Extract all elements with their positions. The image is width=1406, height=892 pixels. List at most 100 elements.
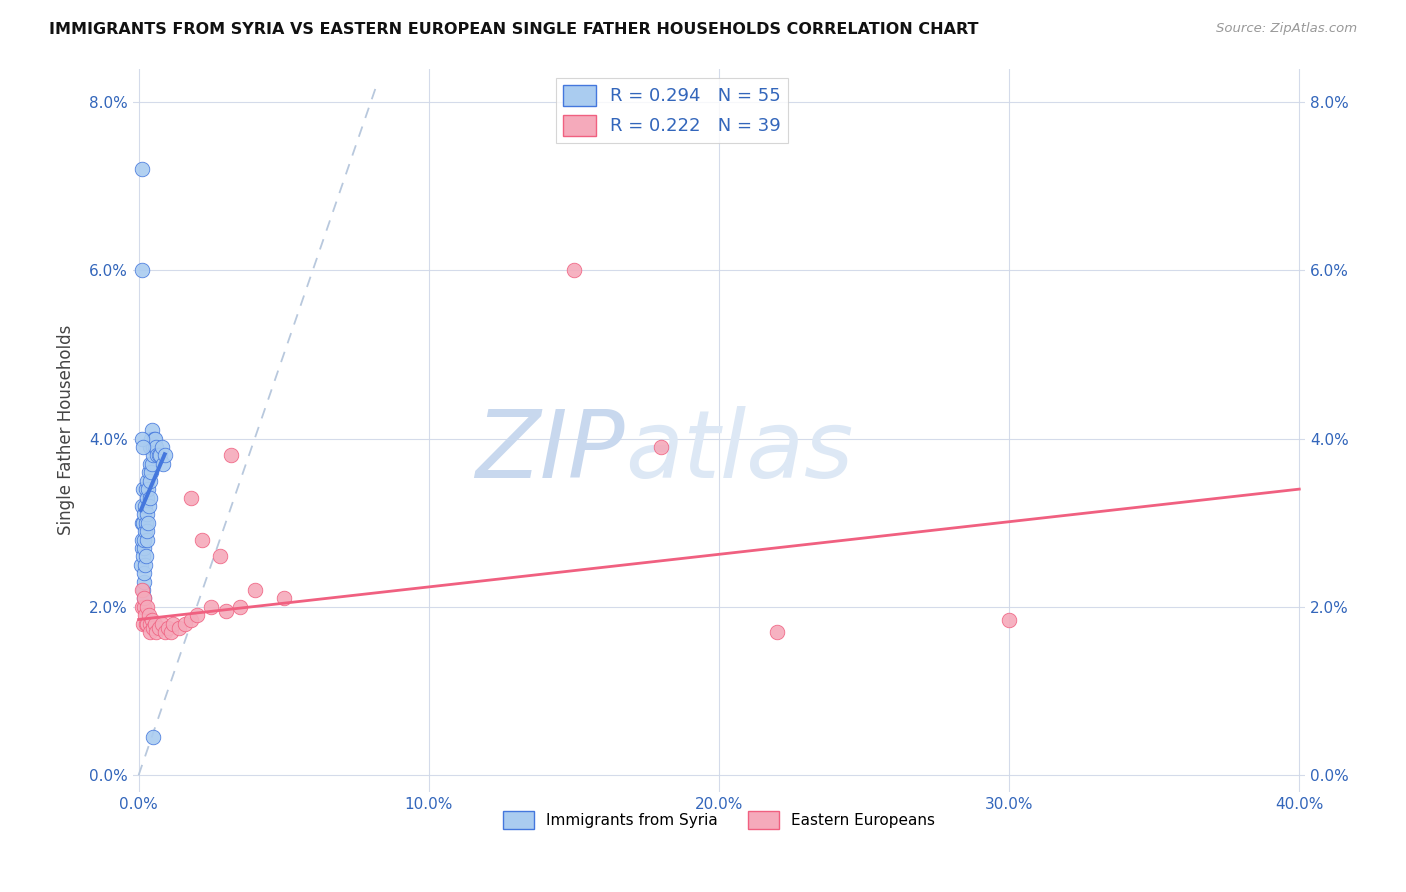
Point (131, 162, 153, 177)
Point (143, 440, 166, 454)
Point (180, 613, 202, 627)
Point (138, 499, 160, 513)
Point (131, 533, 153, 547)
Point (135, 533, 157, 547)
Point (186, 608, 208, 623)
Point (139, 440, 162, 454)
Point (167, 621, 190, 635)
Point (229, 599, 252, 614)
Point (141, 423, 163, 437)
Point (150, 616, 173, 631)
Point (136, 516, 159, 530)
Point (134, 524, 156, 538)
Point (135, 599, 157, 614)
Point (562, 263, 585, 277)
Point (132, 583, 155, 598)
Point (132, 482, 155, 496)
Point (131, 516, 153, 530)
Point (143, 616, 166, 631)
Point (134, 508, 156, 522)
Point (141, 613, 163, 627)
Point (132, 599, 155, 614)
Point (149, 449, 172, 463)
Point (131, 432, 153, 446)
Point (766, 625, 789, 640)
Point (145, 440, 167, 454)
Point (191, 533, 214, 547)
Point (142, 621, 165, 635)
Point (153, 449, 176, 463)
Y-axis label: Single Father Households: Single Father Households (58, 325, 75, 535)
Legend: Immigrants from Syria, Eastern Europeans: Immigrants from Syria, Eastern Europeans (496, 805, 941, 835)
Point (180, 491, 202, 505)
Point (142, 432, 165, 446)
Text: Source: ZipAtlas.com: Source: ZipAtlas.com (1216, 22, 1357, 36)
Point (132, 616, 155, 631)
Point (139, 432, 162, 446)
Point (138, 616, 160, 631)
Point (162, 616, 184, 631)
Point (139, 465, 162, 479)
Point (138, 491, 160, 505)
Text: IMMIGRANTS FROM SYRIA VS EASTERN EUROPEAN SINGLE FATHER HOUSEHOLDS CORRELATION C: IMMIGRANTS FROM SYRIA VS EASTERN EUROPEA… (49, 22, 979, 37)
Point (136, 482, 159, 496)
Point (134, 608, 156, 623)
Point (174, 616, 197, 631)
Point (243, 583, 266, 598)
Point (138, 457, 160, 471)
Point (131, 541, 153, 555)
Point (156, 621, 179, 635)
Point (142, 731, 165, 745)
Point (998, 613, 1021, 627)
Point (136, 524, 159, 538)
Point (221, 449, 243, 463)
Point (141, 457, 163, 471)
Point (135, 508, 157, 522)
Point (273, 591, 295, 606)
Point (132, 516, 155, 530)
Point (146, 449, 169, 463)
Point (152, 457, 174, 471)
Point (134, 591, 156, 606)
Point (135, 616, 157, 631)
Point (135, 549, 157, 564)
Point (132, 541, 155, 555)
Point (131, 499, 153, 513)
Point (214, 604, 236, 618)
Point (141, 440, 163, 454)
Point (135, 482, 157, 496)
Point (134, 499, 156, 513)
Point (153, 625, 176, 640)
Point (159, 625, 181, 640)
Point (138, 465, 160, 479)
Point (134, 591, 156, 606)
Point (132, 440, 155, 454)
Point (145, 625, 167, 640)
Point (145, 432, 167, 446)
Point (132, 549, 155, 564)
Point (138, 608, 160, 623)
Text: ZIP: ZIP (475, 407, 626, 498)
Point (150, 440, 173, 454)
Point (148, 449, 170, 463)
Point (136, 491, 159, 505)
Point (135, 516, 157, 530)
Point (131, 599, 153, 614)
Point (134, 558, 156, 572)
Point (148, 621, 170, 635)
Point (136, 616, 159, 631)
Point (131, 583, 153, 598)
Point (208, 549, 231, 564)
Point (650, 440, 672, 454)
Point (134, 566, 156, 581)
Point (132, 574, 155, 589)
Point (134, 533, 156, 547)
Point (142, 449, 165, 463)
Point (139, 625, 162, 640)
Text: atlas: atlas (626, 407, 853, 498)
Point (135, 474, 157, 488)
Point (139, 474, 162, 488)
Point (131, 263, 153, 277)
Point (200, 599, 222, 614)
Point (129, 558, 152, 572)
